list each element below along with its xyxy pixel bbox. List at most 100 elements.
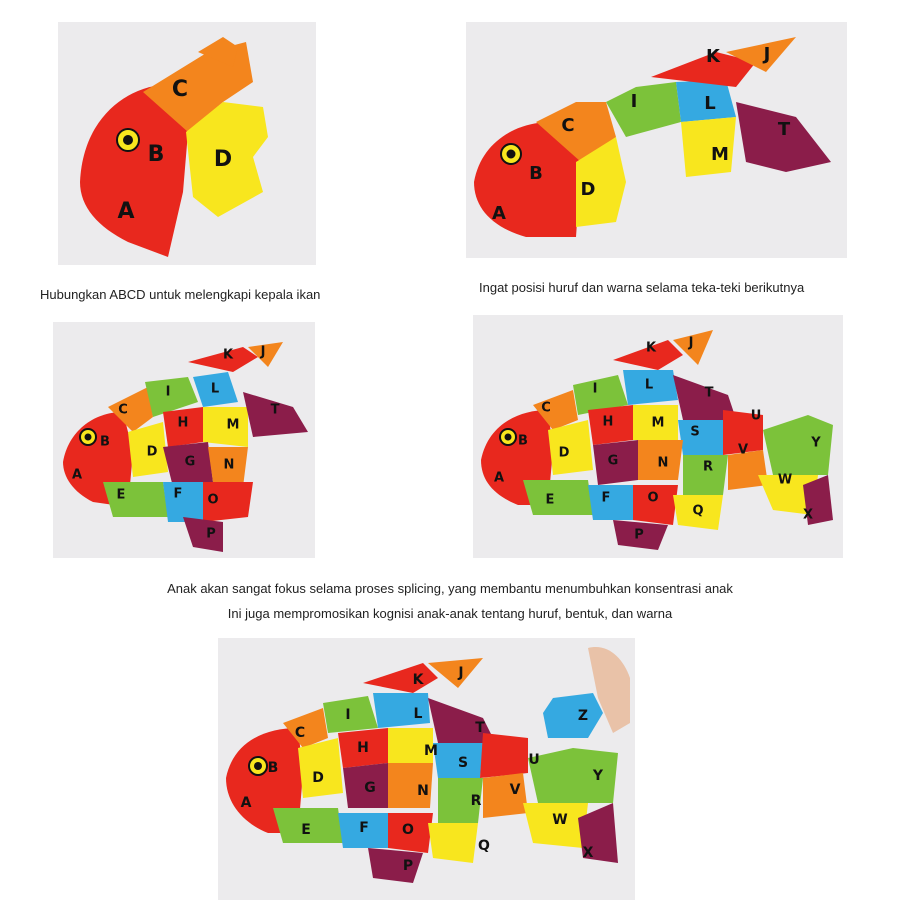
label-e: E bbox=[117, 488, 126, 503]
label-m: M bbox=[711, 144, 729, 165]
caption-4: Ini juga mempromosikan kognisi anak-anak… bbox=[227, 606, 673, 621]
label-f: F bbox=[602, 491, 611, 506]
puzzle-fish-partial-1: A B C D I L K J M T bbox=[474, 37, 831, 237]
label-q: Q bbox=[692, 504, 703, 519]
label-i: I bbox=[166, 385, 171, 400]
puzzle-fish-almost-complete: A B C D E F G H I J K L M N O P Q R S T … bbox=[481, 330, 833, 550]
label-t: T bbox=[778, 119, 791, 140]
photo-fish-partial-1: A B C D I L K J M T bbox=[466, 22, 847, 258]
label-h: H bbox=[357, 740, 369, 756]
label-w: W bbox=[552, 812, 567, 828]
label-j: J bbox=[762, 44, 771, 65]
label-k: K bbox=[223, 348, 234, 363]
label-a: A bbox=[241, 795, 252, 811]
label-s: S bbox=[458, 755, 468, 771]
label-b: B bbox=[100, 435, 110, 450]
label-m: M bbox=[227, 418, 240, 433]
label-e: E bbox=[301, 822, 311, 838]
label-c: C bbox=[295, 725, 305, 741]
label-q: Q bbox=[478, 838, 490, 854]
label-l: L bbox=[645, 378, 653, 393]
puzzle-fish-complete: A B C D E F G H I J K L M N O P Q R S T … bbox=[226, 647, 630, 883]
label-d: D bbox=[312, 770, 324, 786]
label-l: L bbox=[414, 706, 423, 722]
label-m: M bbox=[652, 416, 665, 431]
label-x: X bbox=[803, 508, 813, 523]
label-v: V bbox=[510, 782, 521, 798]
label-g: G bbox=[185, 455, 196, 470]
label-x: X bbox=[583, 845, 594, 861]
piece-labels: A B C D I L K J M T bbox=[492, 44, 791, 224]
label-d: D bbox=[147, 445, 158, 460]
label-z: Z bbox=[578, 708, 588, 724]
photo-fish-complete: A B C D E F G H I J K L M N O P Q R S T … bbox=[218, 638, 635, 900]
label-b: B bbox=[268, 760, 279, 776]
label-o: O bbox=[207, 493, 218, 508]
label-d: D bbox=[559, 446, 570, 461]
label-y: Y bbox=[592, 768, 604, 784]
caption-1: Hubungkan ABCD untuk melengkapi kepala i… bbox=[40, 287, 321, 302]
puzzle-fish-partial-2: A B C D E F G H I J K L M N O P T bbox=[63, 342, 308, 552]
label-l: L bbox=[704, 93, 715, 114]
label-n: N bbox=[417, 783, 429, 799]
label-t: T bbox=[271, 403, 280, 418]
label-h: H bbox=[178, 416, 189, 431]
label-e: E bbox=[546, 493, 555, 508]
label-c: C bbox=[561, 115, 574, 136]
label-l: L bbox=[211, 382, 219, 397]
label-a: A bbox=[72, 468, 82, 483]
label-d: D bbox=[214, 147, 232, 172]
piece-labels: A B C D E F G H I J K L M N O P Q R S T … bbox=[241, 665, 604, 874]
label-b: B bbox=[148, 142, 165, 167]
label-i: I bbox=[593, 382, 598, 397]
photo-fish-partial-2: A B C D E F G H I J K L M N O P T bbox=[53, 322, 315, 558]
label-j: J bbox=[688, 336, 694, 351]
label-c: C bbox=[118, 403, 128, 418]
photo-fish-almost-complete: A B C D E F G H I J K L M N O P Q R S T … bbox=[473, 315, 843, 558]
label-b: B bbox=[529, 163, 543, 184]
label-i: I bbox=[345, 707, 350, 723]
label-o: O bbox=[647, 491, 658, 506]
label-k: K bbox=[413, 672, 425, 688]
piece-labels: C B D A bbox=[117, 77, 232, 224]
label-h: H bbox=[603, 415, 614, 430]
label-c: C bbox=[541, 401, 551, 416]
label-n: N bbox=[224, 458, 235, 473]
label-p: P bbox=[403, 858, 413, 874]
label-t: T bbox=[705, 386, 714, 401]
label-b: B bbox=[518, 434, 528, 449]
label-t: T bbox=[475, 720, 485, 736]
label-s: S bbox=[690, 425, 699, 440]
label-o: O bbox=[402, 822, 414, 838]
label-w: W bbox=[778, 473, 792, 488]
label-g: G bbox=[608, 454, 619, 469]
piece-labels: A B C D E F G H I J K L M N O P T bbox=[72, 345, 280, 542]
label-n: N bbox=[658, 456, 669, 471]
label-j: J bbox=[260, 345, 266, 360]
label-f: F bbox=[359, 820, 369, 836]
label-i: I bbox=[631, 91, 638, 112]
caption-2: Ingat posisi huruf dan warna selama teka… bbox=[479, 280, 805, 295]
label-f: F bbox=[174, 487, 183, 502]
label-u: U bbox=[751, 409, 762, 424]
caption-3: Anak akan sangat fokus selama proses spl… bbox=[167, 581, 733, 596]
label-y: Y bbox=[810, 436, 821, 451]
label-k: K bbox=[706, 46, 721, 67]
photo-fish-head-abcd: C B D A bbox=[58, 22, 316, 265]
label-p: P bbox=[206, 527, 216, 542]
piece-labels: A B C D E F G H I J K L M N O P Q R S T … bbox=[494, 336, 821, 543]
label-v: V bbox=[738, 443, 748, 458]
label-j: J bbox=[457, 665, 463, 681]
label-a: A bbox=[492, 203, 506, 224]
label-a: A bbox=[117, 199, 134, 224]
label-r: R bbox=[471, 793, 482, 809]
label-p: P bbox=[634, 528, 644, 543]
label-c: C bbox=[172, 77, 188, 102]
label-g: G bbox=[364, 780, 376, 796]
label-d: D bbox=[581, 179, 596, 200]
puzzle-fish-head: C B D A bbox=[80, 37, 268, 257]
label-r: R bbox=[703, 460, 713, 475]
label-u: U bbox=[528, 752, 539, 768]
label-m: M bbox=[424, 743, 438, 759]
label-k: K bbox=[646, 341, 657, 356]
